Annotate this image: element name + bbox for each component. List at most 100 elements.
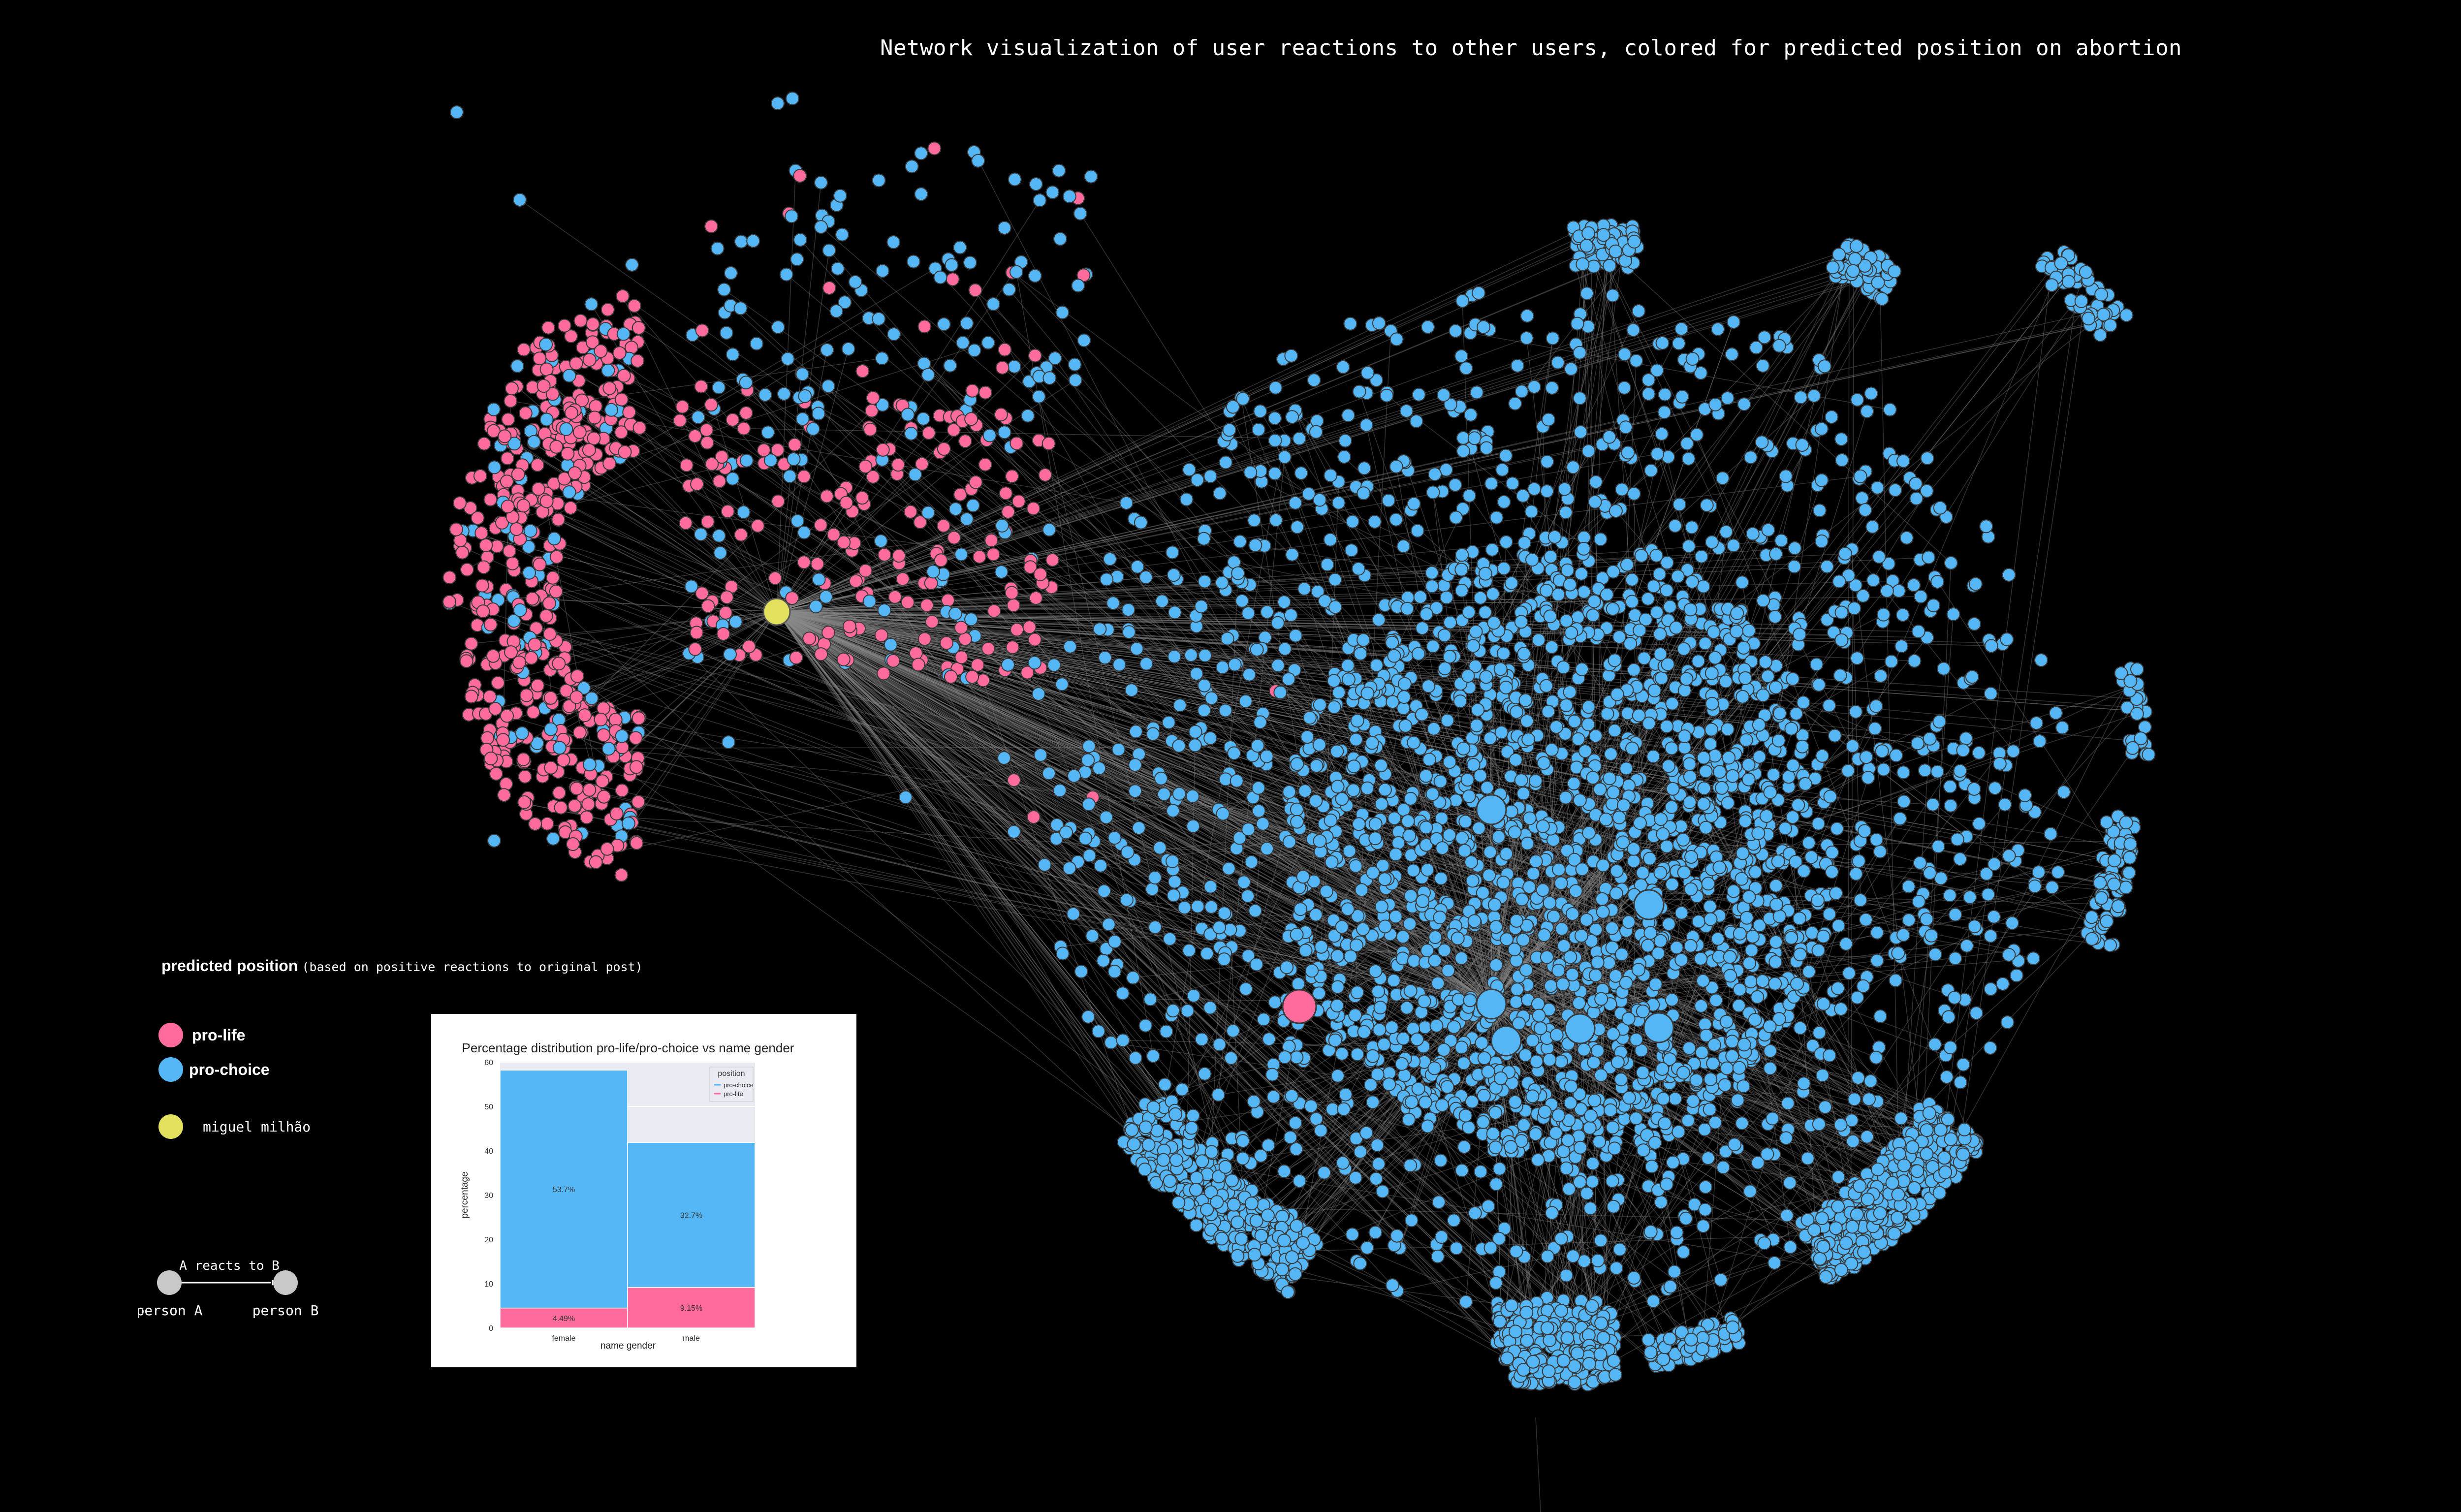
pro-choice-node (1649, 548, 1664, 563)
pro-choice-node (1350, 985, 1364, 1000)
pro-choice-node (1407, 497, 1421, 511)
pro-choice-node (1540, 484, 1554, 498)
pro-choice-node (1742, 956, 1757, 971)
pro-choice-node (1818, 359, 1832, 374)
pro-life-node (737, 421, 751, 436)
pro-choice-node (1404, 889, 1418, 903)
pro-choice-node (1219, 455, 1233, 470)
network-edge (776, 611, 1478, 729)
pro-choice-node (1314, 940, 1328, 954)
pro-life-node (539, 609, 553, 623)
pro-choice-node (1614, 947, 1629, 962)
pro-choice-node (1235, 594, 1249, 608)
pro-life-node (528, 637, 542, 652)
pro-choice-node (1154, 771, 1168, 786)
pro-choice-node (1406, 863, 1420, 878)
pro-choice-node (1510, 705, 1524, 719)
pro-choice-node (1594, 1233, 1608, 1248)
pro-life-node (600, 842, 614, 856)
network-edge (1601, 590, 1668, 934)
pro-life-node (785, 591, 799, 605)
pro-choice-node (1309, 1112, 1324, 1126)
pro-choice-node (1440, 590, 1453, 604)
pro-choice-node (1575, 662, 1589, 676)
pro-choice-node (1478, 605, 1492, 619)
pro-life-node (477, 437, 491, 451)
pro-life-node (503, 544, 517, 558)
pro-choice-node (1536, 883, 1550, 897)
pro-choice-node (1289, 629, 1303, 643)
pro-choice-node (1226, 400, 1240, 414)
pro-life-node (569, 690, 584, 704)
pro-choice-node (1081, 1009, 1095, 1024)
pro-choice-node (1721, 722, 1735, 736)
pro-choice-node (1928, 947, 1942, 962)
network-edge (776, 611, 1454, 657)
pro-choice-node (1767, 1256, 1782, 1270)
pro-choice-node (1761, 523, 1775, 537)
pro-choice-node (1544, 979, 1558, 993)
pro-choice-node (1482, 868, 1496, 882)
pro-life-node (837, 535, 851, 549)
pro-life-node (449, 522, 463, 536)
pro-life-node (585, 335, 599, 349)
pro-life-node (822, 281, 836, 295)
pro-choice-node (1541, 1249, 1555, 1263)
pro-choice-node (1953, 852, 1967, 866)
pro-choice-node (1052, 163, 1066, 178)
pro-choice-node (1481, 1199, 1495, 1213)
pro-choice-node (1590, 955, 1605, 970)
pro-choice-node (1435, 841, 1450, 855)
pro-choice-node (1823, 789, 1837, 804)
pro-choice-node (1372, 316, 1386, 330)
pro-choice-node (1895, 608, 1910, 622)
pro-life-node (964, 412, 978, 426)
network-edge (776, 611, 1135, 860)
pro-choice-node (1802, 965, 1816, 979)
pro-choice-node (1677, 642, 1691, 656)
pro-choice-node (1504, 804, 1518, 819)
pro-choice-node (1382, 1077, 1396, 1092)
pro-choice-node (1215, 575, 1229, 590)
network-edge (630, 817, 1492, 1005)
pro-choice-node (1876, 607, 1891, 622)
pro-life-node (858, 564, 873, 578)
pro-choice-node (1297, 582, 1311, 596)
pro-choice-node (1665, 696, 1679, 711)
pro-choice-node (1691, 654, 1705, 668)
pro-choice-node (1718, 1078, 1732, 1092)
pro-choice-node (1411, 1082, 1425, 1096)
pro-life-node (937, 442, 951, 456)
network-edge (776, 611, 2105, 884)
pro-choice-node (1996, 977, 2010, 991)
pro-choice-node (1078, 831, 1093, 846)
pro-choice-node (1691, 914, 1705, 929)
pro-choice-node (1731, 1093, 1745, 1107)
pro-choice-node (1863, 1074, 1878, 1088)
pro-choice-node (1405, 1095, 1419, 1109)
pro-choice-node (1239, 982, 1253, 996)
pro-life-node (965, 383, 979, 398)
pro-life-node (903, 504, 917, 519)
pro-choice-node (1763, 785, 1777, 799)
network-edge (776, 611, 1714, 851)
pro-choice-node (916, 411, 930, 426)
pro-choice-node (1822, 907, 1836, 921)
pro-life-node (512, 655, 527, 669)
pro-choice-node (1546, 331, 1560, 346)
pro-choice-node (905, 159, 919, 174)
pro-choice-node (1667, 1264, 1681, 1279)
pro-choice-node (1739, 733, 1753, 747)
network-edge (1038, 396, 1235, 1238)
pro-life-node (475, 578, 489, 593)
pro-choice-node (1668, 519, 1682, 533)
network-edge (679, 268, 936, 421)
pro-choice-node (1190, 473, 1204, 487)
network-edge (591, 410, 872, 699)
pro-choice-node (1224, 1051, 1238, 1065)
pro-choice-node (1786, 758, 1800, 773)
pro-choice-node (1655, 1062, 1670, 1076)
network-edge (638, 802, 1492, 1005)
network-edge (776, 611, 1357, 1139)
pro-choice-node (1956, 1058, 1970, 1071)
